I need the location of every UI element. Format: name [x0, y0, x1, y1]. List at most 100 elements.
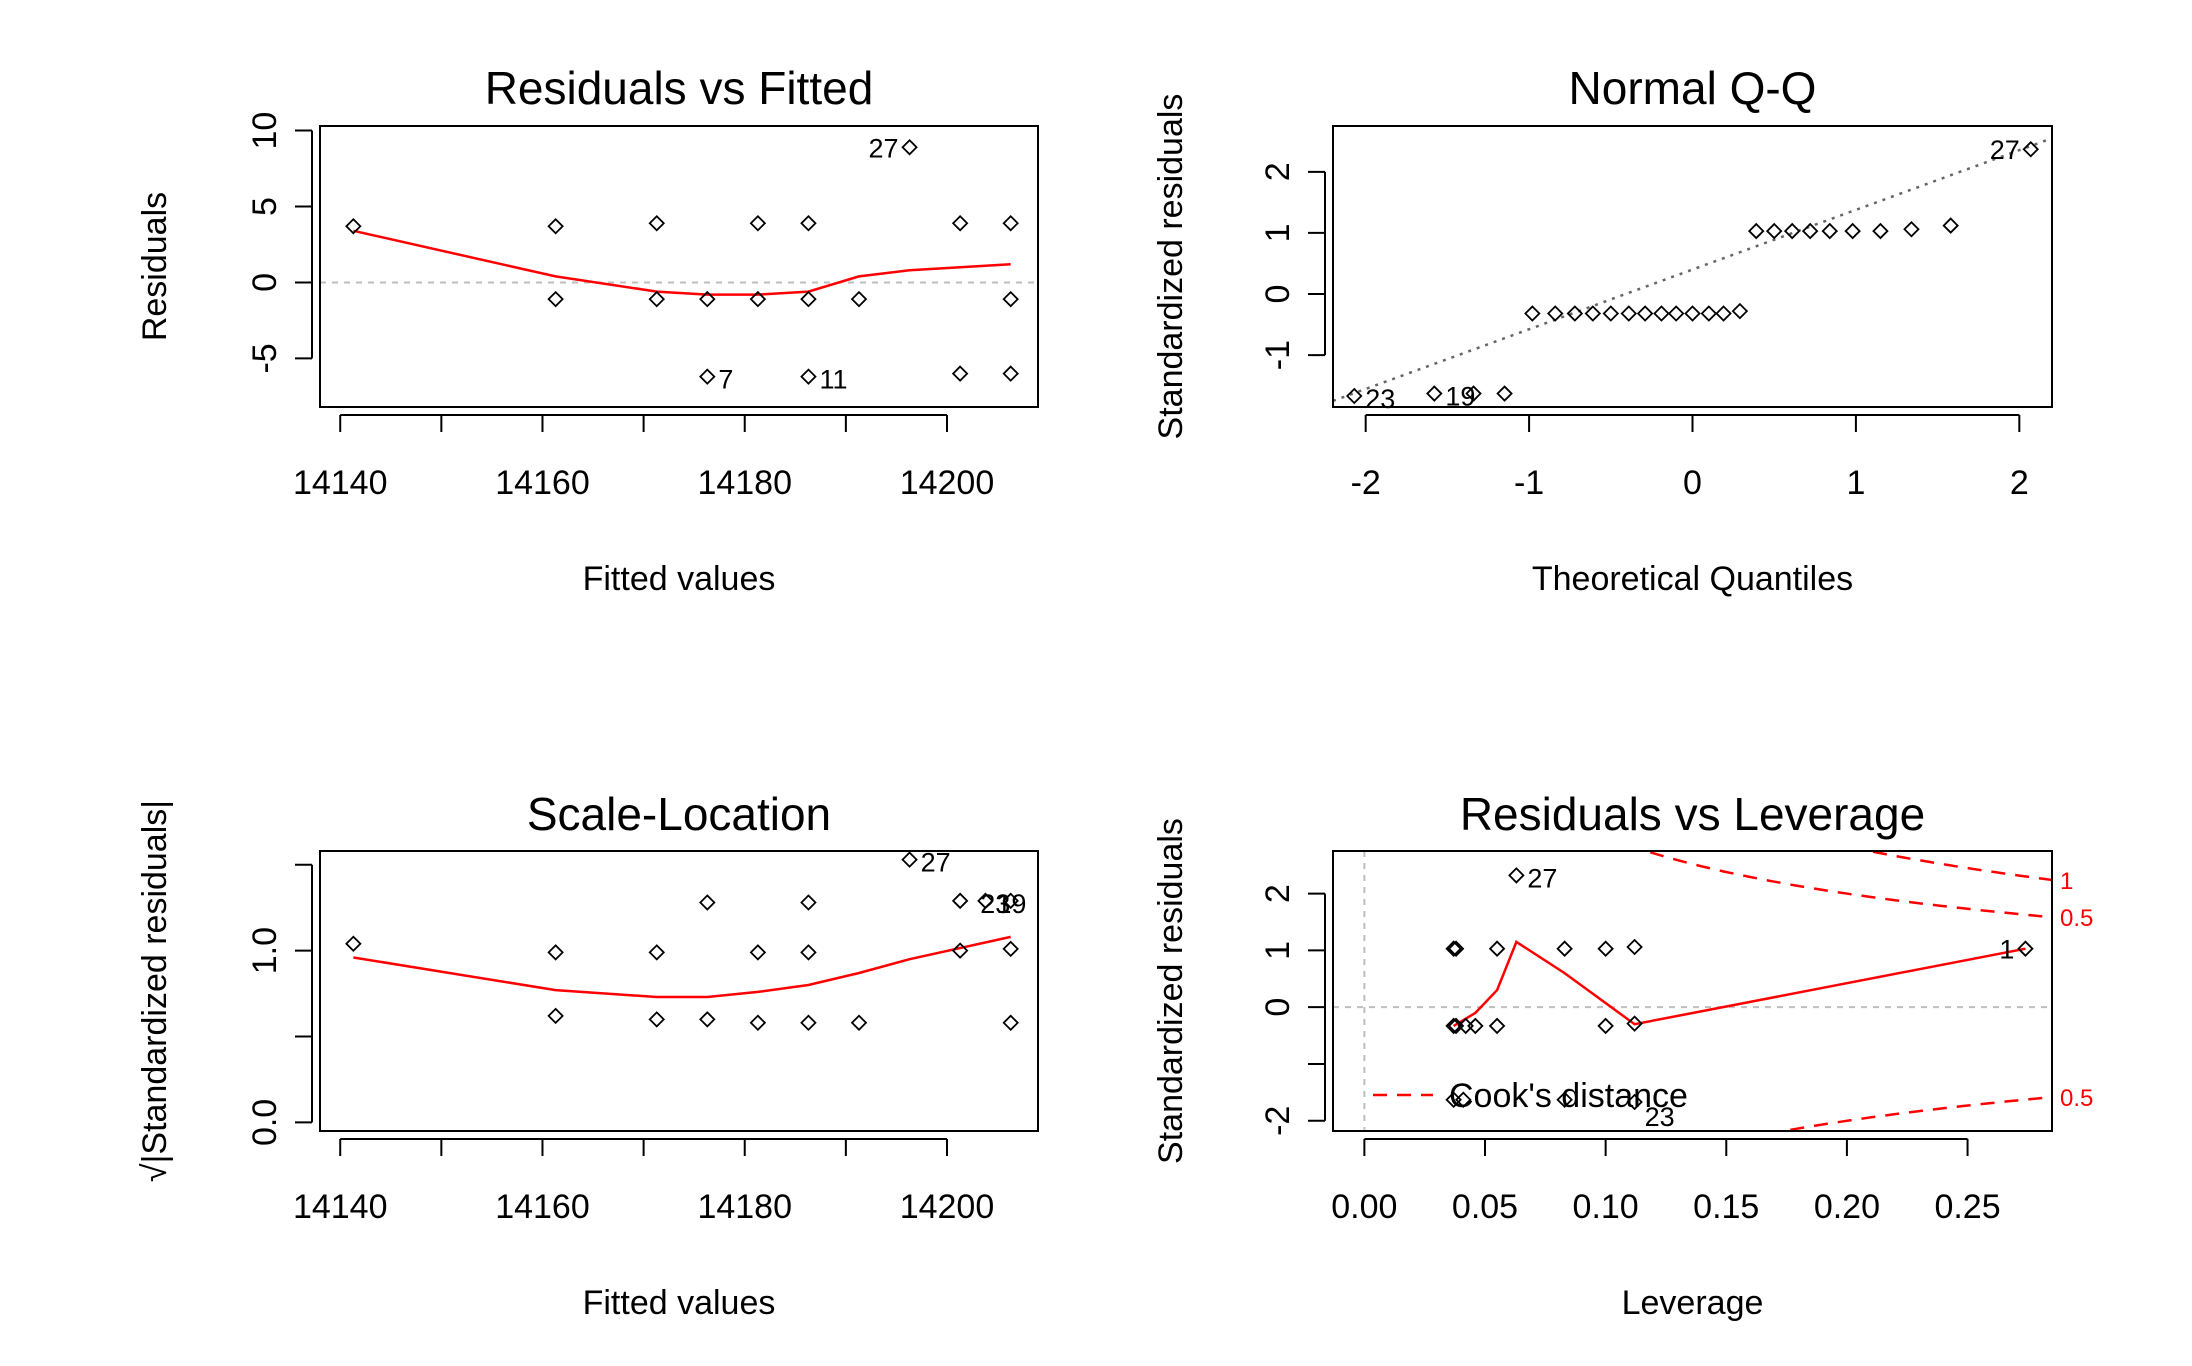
data-point [1584, 305, 1602, 322]
y-tick-label: -1 [1259, 340, 1297, 370]
plot-area [1333, 851, 2052, 1131]
x-axis-label: Fitted values [583, 560, 776, 598]
data-point [800, 894, 817, 911]
legend-label: Cook's distance [1449, 1077, 1688, 1115]
cooks-distance-curve [1862, 851, 2052, 882]
data-point [2022, 140, 2040, 158]
data-point [1002, 940, 1019, 958]
data-point [1566, 305, 1584, 322]
x-tick-label: 0.00 [1331, 1188, 1397, 1226]
y-tick-label: 2 [1259, 162, 1297, 181]
qq-reference-line [1333, 137, 2052, 403]
cooks-distance-curve [1776, 1095, 2052, 1131]
data-point [1508, 867, 1525, 884]
data-point [1556, 940, 1573, 957]
plot-area [320, 138, 1038, 385]
data-point [1636, 305, 1654, 322]
y-axis-label: Standardized residuals [1152, 818, 1190, 1164]
cooks-distance-curve [1642, 851, 2052, 919]
data-point [1626, 938, 1643, 956]
data-point [749, 290, 767, 308]
x-tick-label: 1 [1846, 464, 1865, 502]
data-point [1546, 305, 1564, 322]
data-point [1821, 222, 1839, 240]
data-point [1597, 1017, 1614, 1035]
data-point [1465, 385, 1482, 402]
data-point [345, 217, 362, 235]
x-axis-label: Theoretical Quantiles [1532, 560, 1853, 598]
data-point [1002, 290, 1019, 308]
y-tick-label: 1 [1259, 941, 1297, 960]
smooth-line [353, 229, 1011, 296]
point-label: 27 [1527, 863, 1557, 893]
residuals-vs-leverage-panel: Residuals vs Leverage Leverage Standardize… [1152, 788, 2093, 1322]
data-point [1747, 222, 1765, 240]
data-point [699, 894, 716, 911]
data-point [1903, 220, 1920, 238]
data-point [1445, 1017, 1462, 1035]
data-point [800, 290, 817, 308]
y-tick-label: 1 [1259, 223, 1297, 242]
chart-title: Scale-Location [527, 788, 831, 840]
data-point [345, 935, 362, 953]
point-label: 1 [1999, 935, 2014, 965]
data-point [1002, 1014, 1019, 1032]
data-point [1715, 305, 1732, 322]
data-point [800, 368, 817, 385]
y-tick-label: 0 [246, 273, 284, 292]
data-point [1602, 305, 1620, 322]
data-point [1455, 1091, 1472, 1109]
x-tick-label: 0.10 [1573, 1188, 1639, 1226]
x-tick-label: 2 [2010, 464, 2029, 502]
data-point [1653, 305, 1670, 322]
cooks-distance-label: 0.5 [2060, 1085, 2093, 1112]
data-point [1597, 940, 1614, 957]
x-tick-label: 14140 [293, 464, 388, 502]
data-point [1783, 222, 1801, 240]
data-point [951, 942, 969, 959]
data-point [699, 368, 716, 385]
x-tick-label: -1 [1514, 464, 1544, 502]
point-label: 7 [718, 365, 733, 395]
x-tick-label: 0.05 [1452, 1188, 1518, 1226]
x-tick-label: 0.15 [1693, 1188, 1759, 1226]
y-tick-label: 1.0 [246, 927, 284, 974]
x-tick-label: 0.25 [1934, 1188, 2000, 1226]
data-point [800, 944, 817, 961]
cooks-distance-label: 1 [2060, 868, 2073, 895]
data-point [901, 851, 918, 868]
cooks-distance-label: 0.5 [2060, 905, 2093, 932]
chart-title: Residuals vs Leverage [1460, 788, 1925, 840]
data-point [1345, 387, 1363, 405]
plot-frame [1332, 850, 2053, 1132]
data-point [1496, 385, 1513, 402]
data-point [1556, 1091, 1573, 1109]
data-point [648, 214, 666, 232]
point-label: 23 [1365, 384, 1395, 414]
data-point [648, 1011, 666, 1028]
data-point [1684, 305, 1701, 322]
data-point [699, 290, 716, 308]
data-point [648, 944, 666, 961]
residuals-vs-fitted-panel: Residuals vs Fitted Fitted values Residual… [136, 62, 1039, 598]
y-tick-label: 10 [246, 112, 284, 150]
x-axis-label: Leverage [1622, 1284, 1764, 1322]
y-axis-label: √|Standardized residuals| [136, 800, 174, 1182]
y-axis-label: Standardized residuals [1152, 94, 1190, 440]
point-label: 23 [980, 889, 1010, 919]
x-tick-label: 14140 [293, 1188, 388, 1226]
data-point [1488, 1017, 1506, 1035]
point-label: 23 [1645, 1102, 1675, 1132]
data-point [800, 214, 817, 232]
y-tick-label: 2 [1259, 884, 1297, 903]
data-point [648, 290, 666, 308]
point-label: 27 [869, 133, 899, 163]
point-label: 19 [996, 889, 1026, 919]
data-point [850, 1014, 868, 1032]
data-point [1667, 305, 1685, 322]
x-tick-label: 14180 [697, 1188, 792, 1226]
y-tick-label: -5 [246, 343, 284, 373]
smooth-line [1452, 940, 2026, 1027]
x-tick-label: 14160 [495, 1188, 590, 1226]
